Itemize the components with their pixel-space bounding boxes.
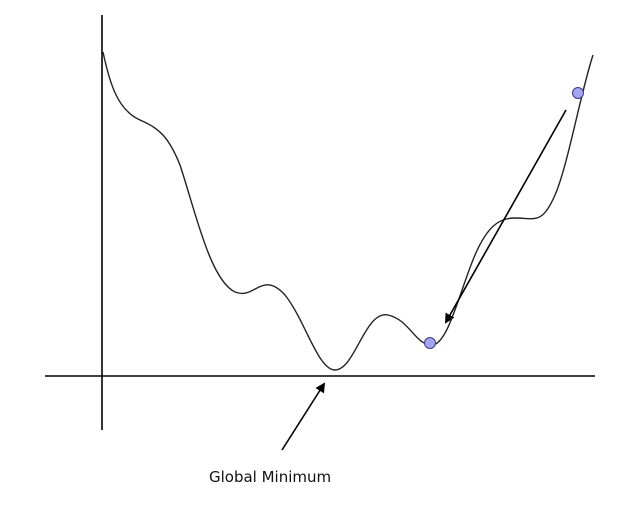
start-point [572,87,584,99]
global-minimum-arrow [281,382,326,451]
global-minimum-label: Global Minimum [209,468,331,486]
local-minimum-point [424,337,436,349]
descent-step-arrow [445,109,567,324]
loss-curve [102,51,594,371]
